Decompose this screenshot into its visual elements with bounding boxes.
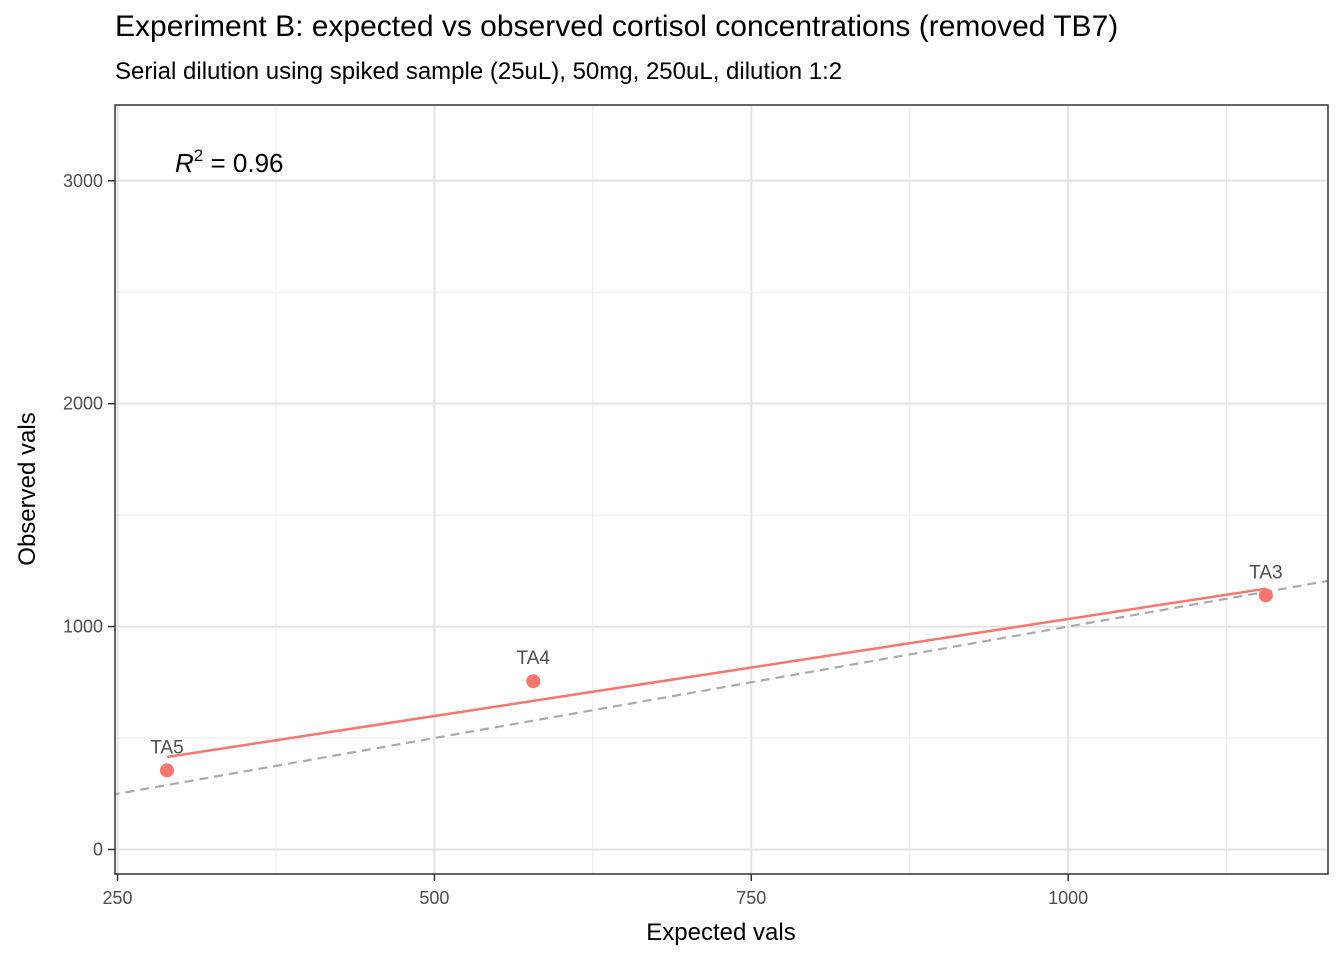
- chart-subtitle: Serial dilution using spiked sample (25u…: [115, 58, 843, 85]
- identity-line: [115, 579, 1328, 796]
- y-tick-label: 2000: [63, 394, 103, 414]
- x-tick-label: 500: [419, 888, 449, 908]
- chart-points: [159, 588, 1273, 778]
- plot-background: [115, 105, 1328, 874]
- x-axis: 250 500 750 1000: [103, 874, 1088, 908]
- chart-point-labels: TA5 TA4 TA3: [150, 562, 1282, 758]
- y-axis: 0 1000 2000 3000: [63, 171, 115, 859]
- r2-annotation: R2 = 0.96: [175, 146, 283, 178]
- y-tick-label: 3000: [63, 171, 103, 191]
- y-axis-title: Observed vals: [14, 412, 41, 565]
- chart-title: Experiment B: expected vs observed corti…: [115, 10, 1119, 43]
- grid-minor: [115, 105, 1328, 874]
- r2-value: = 0.96: [203, 148, 283, 178]
- data-point-label: TA3: [1249, 562, 1282, 583]
- grid-major: [115, 105, 1328, 874]
- chart-lines: [115, 579, 1328, 796]
- x-axis-title: Expected vals: [646, 919, 795, 946]
- data-point-label: TA5: [150, 737, 183, 758]
- data-point-label: TA4: [517, 648, 551, 669]
- r2-exponent: 2: [194, 146, 203, 165]
- y-tick-label: 1000: [63, 617, 103, 637]
- data-point: [159, 763, 174, 778]
- fit-line: [166, 587, 1267, 759]
- x-tick-label: 750: [736, 888, 766, 908]
- y-tick-label: 0: [93, 839, 103, 859]
- data-point: [1258, 588, 1273, 603]
- plot-border: [114, 104, 1329, 875]
- r2-symbol: R: [175, 148, 194, 178]
- x-tick-label: 1000: [1048, 888, 1088, 908]
- data-point: [526, 674, 541, 689]
- x-tick-label: 250: [103, 888, 133, 908]
